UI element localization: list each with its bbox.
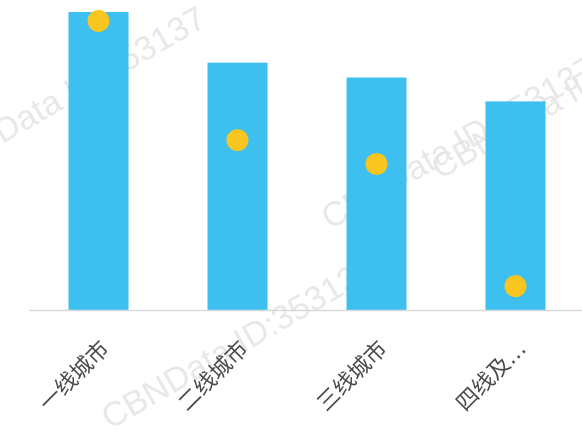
bar — [207, 62, 268, 310]
data-point — [504, 275, 527, 298]
data-point — [87, 9, 110, 32]
x-tick-label: 三线城市 — [313, 337, 393, 417]
bar — [346, 77, 407, 310]
point-series — [87, 9, 527, 298]
data-point — [226, 129, 249, 152]
bar — [68, 12, 129, 310]
x-tick-label: 四线及… — [452, 337, 532, 417]
data-point — [365, 152, 388, 175]
